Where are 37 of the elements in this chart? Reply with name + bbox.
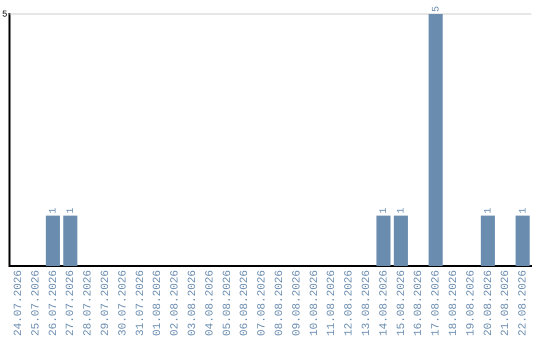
x-tick-label: 27.07.2026 xyxy=(65,270,78,336)
x-tick-label: 09.08.2026 xyxy=(291,270,304,336)
data-label: 1 xyxy=(66,208,77,214)
data-label: 1 xyxy=(48,208,60,214)
x-tick-label: 17.08.2026 xyxy=(430,270,443,336)
x-tick-label: 21.08.2026 xyxy=(500,270,512,336)
x-tick-label: 02.08.2026 xyxy=(170,270,182,336)
data-label: 1 xyxy=(484,208,495,214)
x-tick-label: 15.08.2026 xyxy=(396,270,408,336)
x-tick-label: 14.08.2026 xyxy=(378,270,390,336)
x-tick-label: 06.08.2026 xyxy=(239,270,252,336)
x-tick-label: 13.08.2026 xyxy=(360,270,373,336)
x-tick-label: 16.08.2026 xyxy=(413,270,426,336)
x-tick-label: 11.08.2026 xyxy=(326,270,338,336)
x-tick-label: 01.08.2026 xyxy=(152,270,164,336)
x-tick-label: 18.08.2026 xyxy=(448,270,460,336)
data-label: 1 xyxy=(518,208,530,214)
x-tick-label: 31.07.2026 xyxy=(134,270,147,336)
x-tick-label: 20.08.2026 xyxy=(482,270,495,336)
x-tick-label: 12.08.2026 xyxy=(344,270,356,336)
x-tick-label: 28.07.2026 xyxy=(82,270,95,336)
x-tick-label: 22.08.2026 xyxy=(518,270,530,336)
x-tick-label: 24.07.2026 xyxy=(13,270,26,336)
x-tick-label: 26.07.2026 xyxy=(48,270,60,336)
x-tick-label: 04.08.2026 xyxy=(204,270,216,336)
x-tick-label: 30.07.2026 xyxy=(117,270,130,336)
data-label: 1 xyxy=(379,208,390,214)
data-label: 1 xyxy=(396,208,408,214)
x-tick-label: 25.07.2026 xyxy=(30,270,42,336)
x-tick-label: 19.08.2026 xyxy=(465,270,478,336)
x-tick-label: 08.08.2026 xyxy=(274,270,286,336)
x-tick-label: 29.07.2026 xyxy=(100,270,112,336)
x-tick-label: 03.08.2026 xyxy=(186,270,199,336)
x-tick-label: 07.08.2026 xyxy=(256,270,269,336)
data-label: 5 xyxy=(431,6,442,12)
x-tick-label: 10.08.2026 xyxy=(308,270,321,336)
x-tick-label: 05.08.2026 xyxy=(222,270,234,336)
